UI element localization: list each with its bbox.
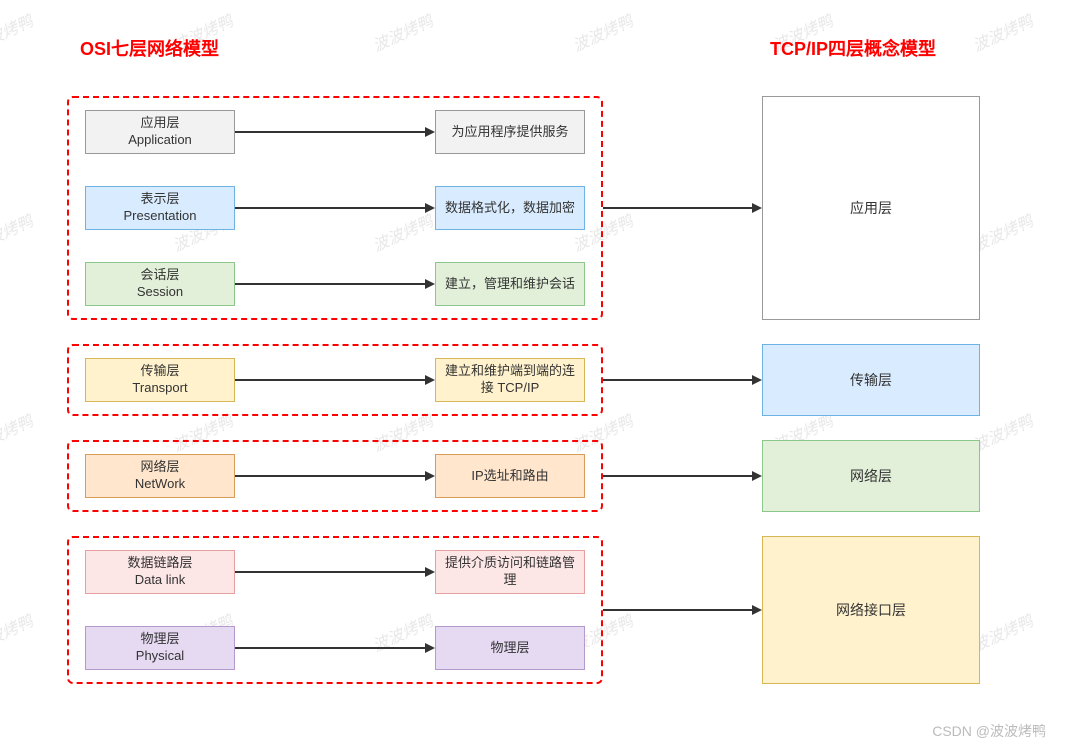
tcp-layer-1: 传输层 <box>762 344 980 416</box>
arrow-line <box>235 379 426 381</box>
osi-desc-4: IP选址和路由 <box>435 454 585 498</box>
arrow-head <box>425 567 435 577</box>
osi-layer-1: 表示层Presentation <box>85 186 235 230</box>
osi-layer-6: 物理层Physical <box>85 626 235 670</box>
arrow-head <box>425 643 435 653</box>
osi-desc-1: 数据格式化，数据加密 <box>435 186 585 230</box>
arrow-line <box>235 207 426 209</box>
arrow-head <box>425 127 435 137</box>
osi-desc-2: 建立，管理和维护会话 <box>435 262 585 306</box>
arrow-line <box>235 475 426 477</box>
osi-layer-5: 数据链路层Data link <box>85 550 235 594</box>
osi-desc-5: 提供介质访问和链路管理 <box>435 550 585 594</box>
osi-layer-4: 网络层NetWork <box>85 454 235 498</box>
arrow-line <box>603 379 753 381</box>
arrow-head <box>752 375 762 385</box>
arrow-line <box>235 131 426 133</box>
arrow-line <box>603 609 753 611</box>
tcp-layer-3: 网络接口层 <box>762 536 980 684</box>
arrow-line <box>235 571 426 573</box>
arrow-line <box>235 283 426 285</box>
arrow-line <box>603 475 753 477</box>
arrow-head <box>752 471 762 481</box>
osi-desc-3: 建立和维护端到端的连接 TCP/IP <box>435 358 585 402</box>
tcp-layer-0: 应用层 <box>762 96 980 320</box>
osi-layer-0: 应用层Application <box>85 110 235 154</box>
title-osi: OSI七层网络模型 <box>80 35 219 61</box>
arrow-line <box>603 207 753 209</box>
arrow-line <box>235 647 426 649</box>
title-tcp: TCP/IP四层概念模型 <box>770 35 936 61</box>
arrow-head <box>425 375 435 385</box>
arrow-head <box>752 605 762 615</box>
arrow-head <box>425 203 435 213</box>
osi-desc-6: 物理层 <box>435 626 585 670</box>
osi-desc-0: 为应用程序提供服务 <box>435 110 585 154</box>
arrow-head <box>752 203 762 213</box>
osi-layer-3: 传输层Transport <box>85 358 235 402</box>
osi-layer-2: 会话层Session <box>85 262 235 306</box>
arrow-head <box>425 471 435 481</box>
arrow-head <box>425 279 435 289</box>
tcp-layer-2: 网络层 <box>762 440 980 512</box>
credit-text: CSDN @波波烤鸭 <box>932 721 1046 741</box>
